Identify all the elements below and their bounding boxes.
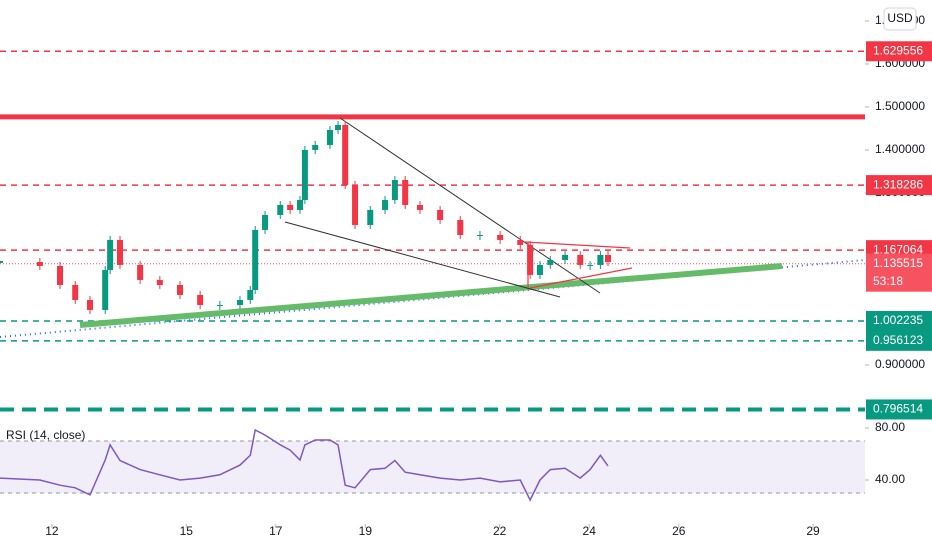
candle <box>116 239 123 265</box>
rsi-tick-label: 40.00 <box>875 472 905 486</box>
candle <box>547 259 554 265</box>
triangle-upper <box>524 241 631 249</box>
level-tag-text: 0.956123 <box>873 333 923 347</box>
level-tag-text: 1.318286 <box>873 177 923 191</box>
candle <box>527 244 534 275</box>
candle <box>107 239 114 270</box>
x-tick-label: 12 <box>45 524 59 538</box>
candle <box>352 184 359 225</box>
level-tag <box>866 175 932 196</box>
x-tick-label: 17 <box>269 524 283 538</box>
candle <box>137 264 144 280</box>
candle <box>56 265 63 285</box>
rsi-label: RSI (14, close) <box>6 428 85 442</box>
candle <box>391 179 398 200</box>
candle <box>416 204 423 210</box>
level-tag-text: 1.002235 <box>873 313 923 327</box>
candle <box>301 149 308 200</box>
candle <box>457 219 464 235</box>
candle <box>262 214 269 230</box>
candle <box>597 254 604 265</box>
candle <box>216 304 223 306</box>
level-tag <box>866 41 932 62</box>
candle <box>587 264 594 266</box>
x-tick-label: 26 <box>672 524 686 538</box>
candle <box>577 254 584 265</box>
rsi-tick-label: 80.00 <box>875 420 905 434</box>
candle <box>605 254 612 262</box>
candle <box>252 229 259 290</box>
candle <box>287 204 294 210</box>
candle <box>402 179 409 205</box>
candle <box>437 209 444 220</box>
candle <box>335 124 342 130</box>
support-line <box>79 263 783 328</box>
currency-box[interactable] <box>883 7 917 31</box>
candle <box>296 199 303 210</box>
candle <box>497 234 504 240</box>
candle <box>102 269 109 310</box>
wedge-upper <box>339 117 601 294</box>
candle <box>476 234 483 236</box>
x-tick-label: 24 <box>583 524 597 538</box>
x-tick-label: 15 <box>180 524 194 538</box>
candle <box>342 124 349 185</box>
candle <box>247 289 254 300</box>
candle <box>562 254 569 260</box>
candle <box>367 209 374 225</box>
x-tick-label: 29 <box>806 524 820 538</box>
x-tick-label: 22 <box>493 524 507 538</box>
candle <box>72 284 79 300</box>
y-tick-label: 1.400000 <box>875 142 925 156</box>
current-price-tag <box>866 253 932 292</box>
candle <box>382 199 389 210</box>
candle <box>517 239 524 245</box>
level-tag <box>866 399 932 420</box>
candle <box>236 299 243 305</box>
candle <box>197 294 204 305</box>
x-tick-label: 19 <box>359 524 373 538</box>
level-tag <box>866 330 932 351</box>
candle <box>326 129 333 145</box>
candle <box>277 204 284 215</box>
currency: USD <box>887 11 913 25</box>
y-tick-label: 0.900000 <box>875 357 925 371</box>
level-tag-text: 1.167064 <box>873 242 923 256</box>
current-price-text: 1.135515 <box>873 256 923 270</box>
candle <box>312 144 319 150</box>
level-tag-text: 1.629556 <box>873 43 923 57</box>
candle <box>536 264 543 275</box>
candle <box>156 279 163 285</box>
candle <box>36 261 43 266</box>
level-tag <box>866 311 932 332</box>
rsi-band <box>0 441 865 493</box>
wedge-lower <box>284 221 561 298</box>
y-tick-label: 1.500000 <box>875 99 925 113</box>
countdown: 53:18 <box>873 274 903 288</box>
triangle-lower <box>529 267 633 289</box>
candle <box>176 284 183 295</box>
candle <box>86 299 93 310</box>
level-tag-text: 0.796514 <box>873 402 923 416</box>
rsi-line <box>0 428 609 502</box>
